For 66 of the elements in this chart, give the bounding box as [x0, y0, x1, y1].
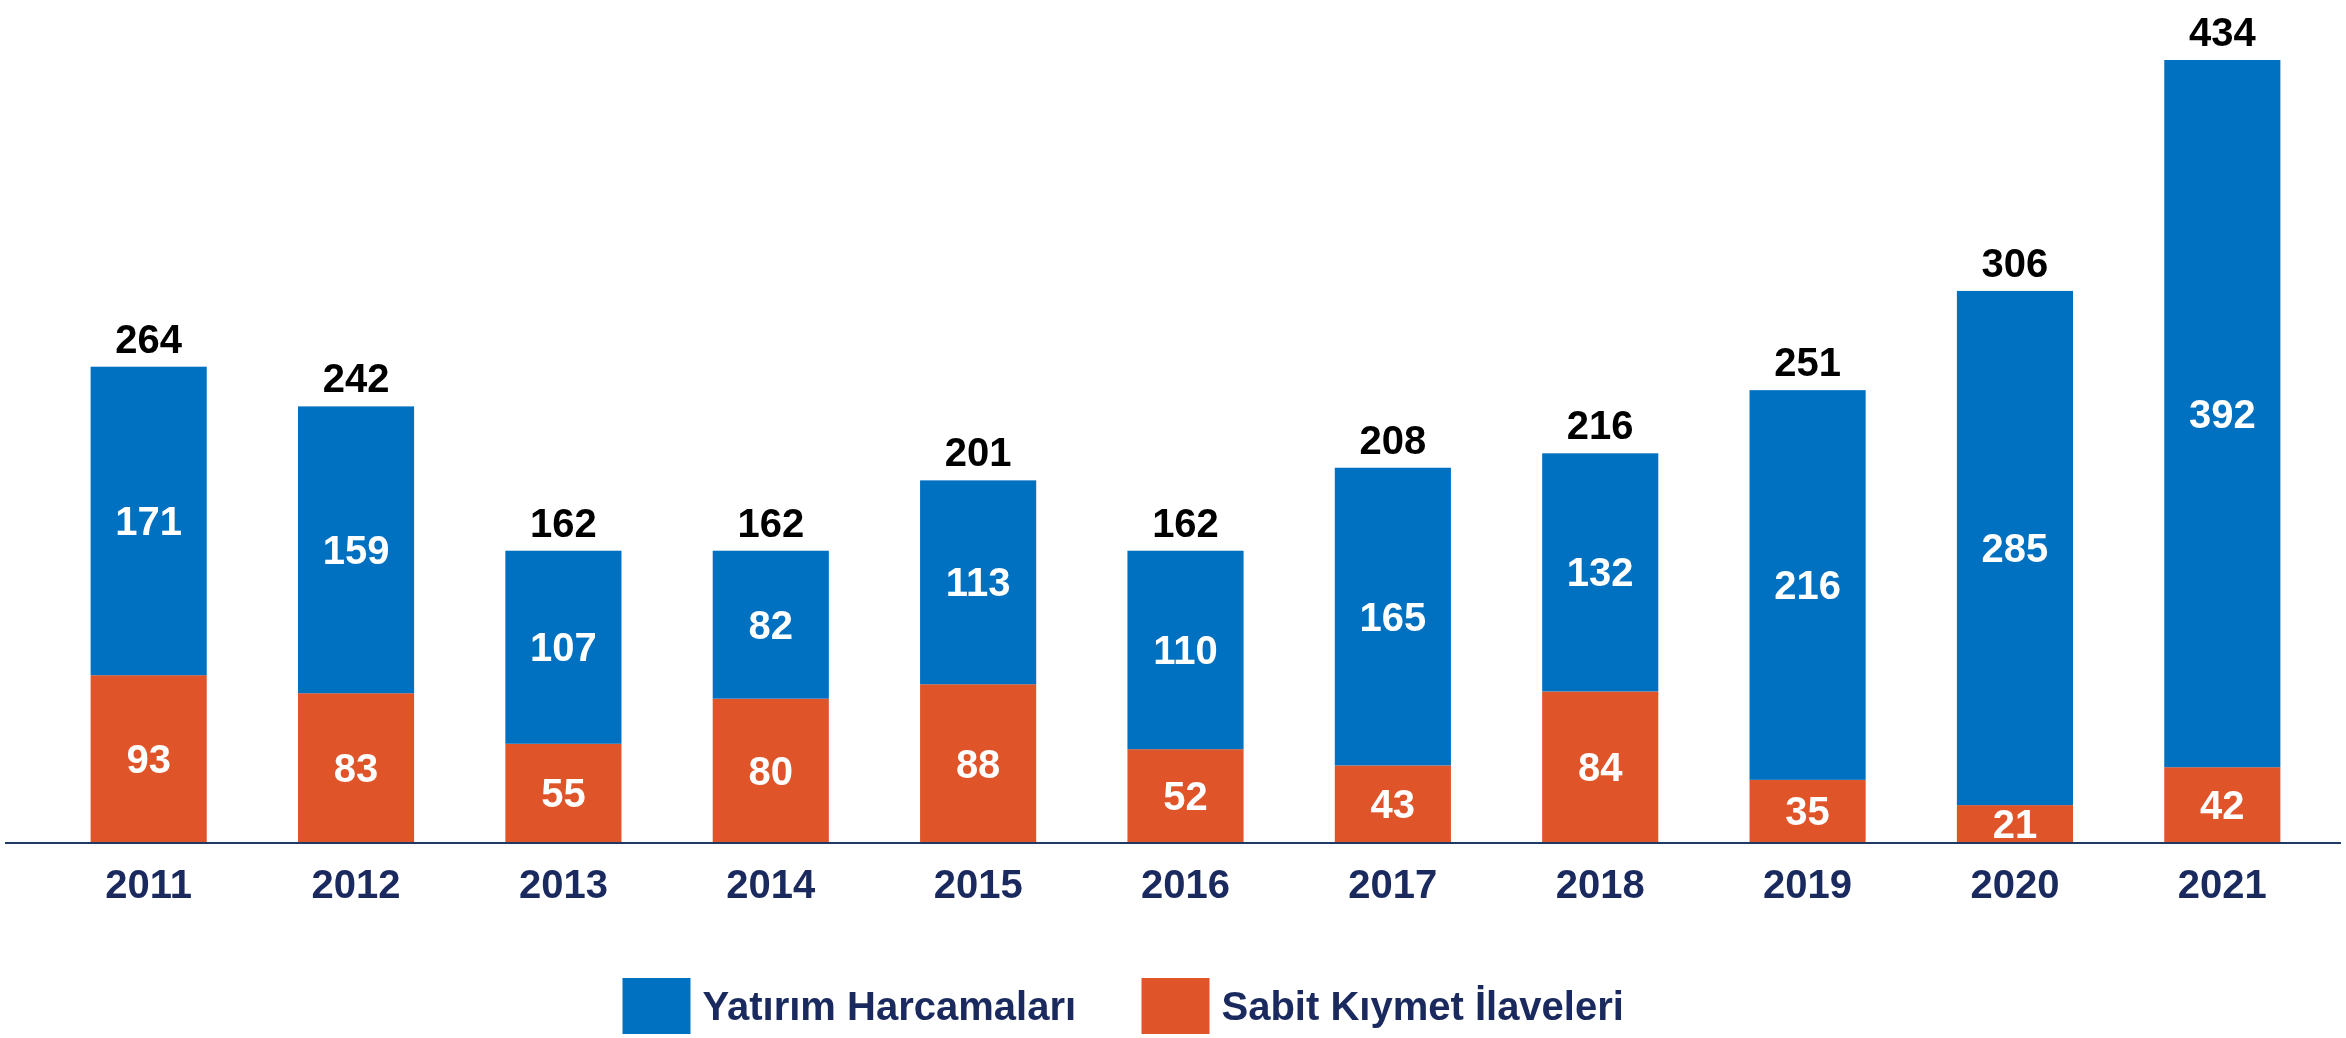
bar — [505, 743, 622, 843]
bar — [2164, 767, 2281, 843]
data-label: 35 — [1785, 789, 1830, 834]
data-label: 107 — [530, 625, 597, 670]
data-label: 159 — [322, 527, 390, 572]
data-label: 21 — [1992, 802, 2038, 847]
bar — [297, 406, 415, 694]
data-label: 84 — [1577, 745, 1624, 790]
total-label: 216 — [1566, 403, 1634, 448]
x-tick-label: 2015 — [933, 862, 1023, 906]
data-label: 93 — [126, 737, 171, 782]
bar — [1749, 390, 1866, 780]
data-label: 88 — [955, 741, 1001, 786]
total-label: 306 — [1981, 240, 2049, 285]
x-tick-label: 2011 — [105, 862, 193, 906]
legend-label: Sabit Kıymet İlaveleri — [1221, 984, 1624, 1028]
bar — [505, 550, 622, 744]
data-label: 285 — [1981, 526, 2049, 571]
x-tick-label: 2018 — [1555, 862, 1645, 906]
data-label: 392 — [2188, 391, 2256, 436]
data-label: 110 — [1153, 627, 1218, 672]
bar — [712, 550, 829, 699]
data-label: 43 — [1370, 782, 1416, 827]
bar — [1542, 691, 1659, 843]
bar — [712, 698, 829, 843]
bar — [1334, 765, 1451, 843]
bar — [90, 366, 207, 676]
total-label: 162 — [1152, 500, 1219, 545]
bar — [90, 675, 207, 843]
bar — [1127, 749, 1244, 843]
total-label: 208 — [1359, 417, 1427, 462]
bar — [920, 480, 1037, 685]
data-label: 216 — [1774, 563, 1841, 608]
data-label: 165 — [1359, 594, 1427, 639]
bar — [297, 693, 415, 843]
bar — [1956, 290, 2074, 806]
total-label: 434 — [2188, 10, 2257, 54]
x-tick-label: 2019 — [1763, 862, 1853, 906]
x-tick-label: 2012 — [311, 862, 401, 906]
data-label: 42 — [2200, 783, 2245, 828]
bar — [1127, 550, 1244, 750]
total-label: 242 — [322, 356, 390, 401]
bar — [2164, 60, 2281, 768]
total-label: 201 — [944, 430, 1012, 475]
bar — [1334, 467, 1451, 766]
bar — [1542, 453, 1659, 692]
total-label: 162 — [737, 500, 805, 545]
data-label: 80 — [748, 748, 794, 793]
x-tick-label: 2014 — [726, 862, 817, 906]
x-tick-label: 2021 — [2177, 862, 2267, 906]
total-label: 251 — [1774, 340, 1841, 385]
x-tick-label: 2020 — [1970, 862, 2060, 906]
data-label: 113 — [945, 560, 1011, 605]
x-tick-label: 2013 — [518, 862, 608, 906]
data-label: 171 — [115, 498, 183, 543]
legend-label: Yatırım Harcamaları — [702, 984, 1077, 1028]
data-label: 55 — [541, 771, 586, 816]
data-label: 83 — [333, 746, 379, 791]
data-label: 52 — [1163, 774, 1208, 819]
total-label: 264 — [115, 316, 183, 361]
total-label: 162 — [530, 500, 597, 545]
data-label: 132 — [1566, 550, 1634, 595]
x-tick-label: 2017 — [1348, 862, 1438, 906]
x-tick-label: 2016 — [1141, 862, 1230, 906]
bar — [920, 684, 1037, 843]
data-label: 82 — [748, 602, 794, 647]
